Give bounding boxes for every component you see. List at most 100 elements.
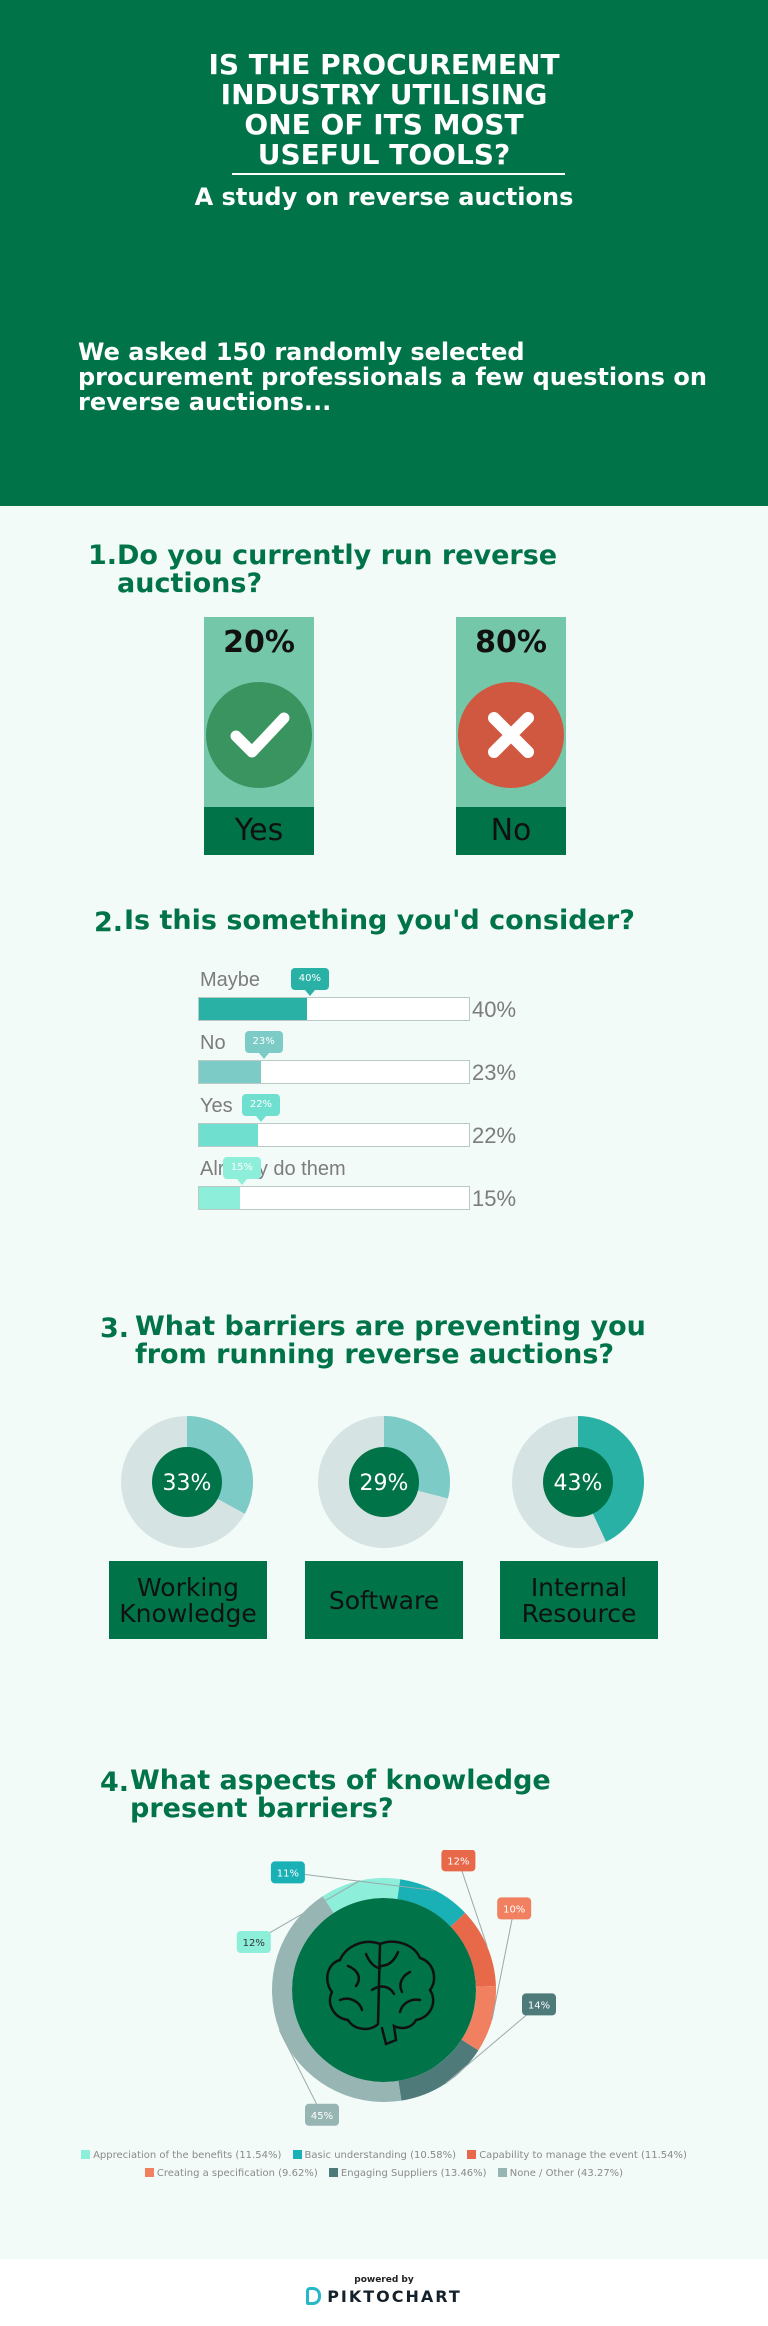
bar-value-tooltip: 15% (222, 1157, 262, 1185)
slice-callout (497, 1897, 532, 1920)
powered-by-text: powered by (354, 2275, 414, 2285)
bar-fill (199, 1124, 259, 1146)
legend-swatch (81, 2150, 91, 2159)
q4-question-line: What aspects of knowledge (130, 1765, 551, 1796)
q1-yes-label: Yes (204, 807, 314, 855)
bar-category-label: Yes (200, 1095, 233, 1117)
donut-slice (398, 2039, 479, 2101)
donut-value-label: 29% (360, 1471, 409, 1496)
legend-label: None / Other (43.27%) (509, 2168, 624, 2179)
q4-legend: Creating a specification (9.62%) Engagin… (0, 2168, 768, 2179)
bar-track (198, 997, 470, 1021)
bar-track (198, 1186, 470, 1210)
legend-item: None / Other (43.27%) (497, 2168, 624, 2179)
q4-question-line: present barriers? (130, 1793, 394, 1824)
slice-value-label: 14% (528, 2000, 550, 2011)
brand-name: PIKTOCHART (327, 2287, 462, 2306)
intro-line: reverse auctions... (78, 388, 332, 416)
donut-slice (450, 1912, 496, 1987)
donut-center (152, 1447, 222, 1517)
legend-item: Basic understanding (10.58%) (292, 2150, 457, 2161)
q3-category-line: Working (137, 1573, 239, 1602)
donut-slice (322, 1878, 401, 1914)
slice-callout (441, 1850, 476, 1872)
legend-label: Engaging Suppliers (13.46%) (340, 2168, 487, 2179)
callout-line (444, 2004, 540, 2085)
q4-legend: Appreciation of the benefits (11.54%) Ba… (0, 2150, 768, 2161)
q3-category-line: Software (328, 1586, 440, 1615)
slice-value-label: 12% (447, 1856, 469, 1867)
q3-category-line: Knowledge (119, 1599, 257, 1628)
title-line: ONE OF ITS MOST (244, 108, 524, 141)
callout-line (279, 2030, 323, 2116)
q3-category-software: Software (305, 1561, 463, 1639)
legend-swatch (467, 2150, 477, 2159)
q1-card-yes: 20% Yes (204, 617, 314, 855)
callout-line (457, 1860, 488, 1947)
bar-fill (199, 1061, 262, 1083)
footer: powered by PIKTOCHART (0, 2259, 768, 2326)
q1-question-line: Do you currently run reverse (117, 540, 558, 571)
bar-value-label: 15% (472, 1186, 517, 1211)
legend-swatch (292, 2150, 302, 2159)
legend-label: Creating a specification (9.62%) (156, 2168, 318, 2179)
q4-donut-chart: 12% 11% 12% 10% 14% 45% (236, 1850, 556, 2126)
page-subtitle: A study on reverse auctions (194, 183, 574, 211)
legend-label: Capability to manage the event (11.54%) (479, 2150, 687, 2161)
slice-value-label: 11% (277, 1868, 299, 1879)
q1-number: 1. (88, 540, 118, 571)
donut-value-label: 33% (163, 1471, 212, 1496)
bar-value-tooltip: 22% (241, 1094, 281, 1122)
slice-callout (305, 2103, 339, 2126)
q3-donut: 29% (318, 1416, 450, 1548)
donut-slice (272, 1896, 402, 2102)
legend-swatch (328, 2168, 338, 2177)
donut-slice (461, 1986, 496, 2051)
legend-item: Engaging Suppliers (13.46%) (328, 2168, 487, 2179)
legend-swatch (497, 2168, 507, 2177)
title-divider (232, 173, 565, 175)
bar-fill (199, 998, 307, 1020)
bar-value-label: 23% (472, 1060, 517, 1085)
q3-category-internal-resource: Internal Resource (500, 1561, 658, 1639)
header-banner: IS THE PROCUREMENT INDUSTRY UTILISING ON… (0, 0, 768, 506)
legend-label: Basic understanding (10.58%) (304, 2150, 457, 2161)
q1-yes-percent: 20% (223, 625, 295, 660)
slice-value-label: 45% (311, 2111, 333, 2122)
q4-number: 4. (100, 1767, 130, 1798)
q3-category-line: Internal (530, 1573, 628, 1602)
slice-callout (236, 1931, 271, 1953)
q3-category-working-knowledge: Working Knowledge (109, 1561, 267, 1639)
bar-category-label: Already do them (200, 1158, 346, 1180)
bar-value-tooltip: 23% (244, 1031, 283, 1059)
donut-center (292, 1898, 476, 2082)
q1-question: Do you currently run reverse auctions? (117, 542, 557, 598)
q1-card-no: 80% No (456, 617, 566, 855)
q2-question: Is this something you'd consider? (124, 905, 635, 936)
bar-track (198, 1060, 470, 1084)
legend-item: Creating a specification (9.62%) (144, 2168, 318, 2179)
intro-line: We asked 150 randomly selected (78, 338, 525, 366)
bar-value-label: 40% (472, 997, 517, 1022)
q3-category-line: Resource (521, 1599, 637, 1628)
title-line: IS THE PROCUREMENT (208, 48, 560, 81)
bar-value-tooltip: 40% (290, 968, 330, 996)
donut-slice (397, 1879, 466, 1927)
q2-number: 2. (94, 907, 124, 938)
brand-logo[interactable]: PIKTOCHART (0, 2287, 768, 2306)
cross-icon (458, 682, 564, 788)
q1-no-percent: 80% (475, 625, 547, 660)
bar-track (198, 1123, 470, 1147)
intro-text: We asked 150 randomly selected procureme… (78, 340, 718, 415)
donut-center (349, 1447, 419, 1517)
q3-question-line: What barriers are preventing you (135, 1311, 646, 1342)
q3-donut: 43% (512, 1416, 644, 1548)
q3-donut: 33% (121, 1416, 254, 1548)
q4-question: What aspects of knowledge present barrie… (130, 1767, 551, 1823)
check-icon (206, 682, 312, 788)
donut-value-label: 43% (554, 1471, 603, 1496)
title-line: INDUSTRY UTILISING (220, 78, 548, 111)
q1-no-label: No (456, 807, 566, 855)
slice-value-label: 10% (503, 1904, 525, 1915)
page-title: IS THE PROCUREMENT INDUSTRY UTILISING ON… (0, 50, 768, 170)
